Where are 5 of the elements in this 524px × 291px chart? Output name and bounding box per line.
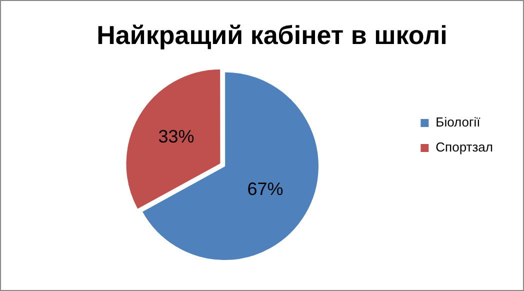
data-label: 67% bbox=[247, 179, 284, 200]
legend-label: Біології bbox=[436, 114, 481, 130]
chart-title: Найкращий кабінет в школі bbox=[96, 20, 448, 50]
data-label: 33% bbox=[158, 126, 194, 146]
legend-label: Спортзал bbox=[436, 140, 494, 155]
